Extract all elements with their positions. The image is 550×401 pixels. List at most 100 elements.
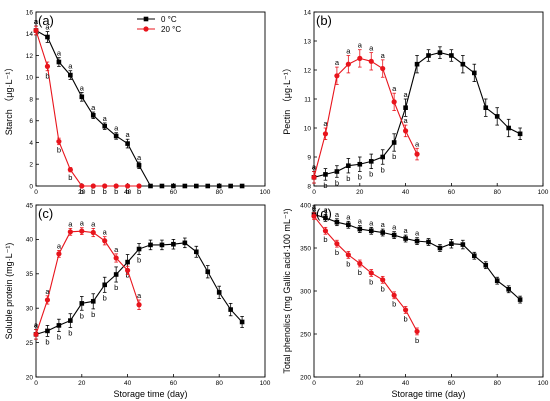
significance-letter: a	[137, 291, 142, 300]
significance-letter: a	[34, 321, 39, 330]
x-tick-label: 40	[402, 380, 410, 387]
x-tick-label: 40	[124, 380, 132, 387]
legend-marker	[143, 16, 149, 22]
data-point	[437, 245, 443, 251]
significance-letter: a	[103, 228, 108, 237]
x-tick-label: 20	[356, 380, 364, 387]
data-point	[113, 183, 119, 189]
data-point	[368, 159, 374, 164]
data-point	[205, 269, 211, 275]
y-tick-label: 6	[29, 118, 33, 125]
significance-letter: b	[57, 146, 61, 155]
data-point	[44, 63, 51, 69]
data-point	[346, 222, 351, 228]
significance-letter: a	[114, 124, 119, 133]
data-point	[380, 154, 385, 160]
data-point	[68, 72, 73, 78]
data-point	[33, 27, 39, 34]
data-point	[323, 172, 328, 177]
data-point	[136, 183, 142, 189]
data-point	[182, 240, 188, 246]
significance-letter: a	[346, 212, 351, 221]
data-point	[506, 286, 511, 292]
x-tick-label: 0	[312, 189, 316, 196]
significance-letter: a	[381, 51, 386, 60]
significance-letter: b	[68, 173, 72, 182]
y-tick-label: 4	[29, 140, 33, 147]
x-tick-label: 0	[34, 380, 38, 387]
y-axis-label: Pectin （μg·L⁻¹）	[282, 63, 292, 134]
data-point	[239, 319, 245, 325]
panel-letter: (a)	[38, 13, 54, 28]
significance-letter: b	[369, 277, 373, 286]
significance-letter: a	[323, 119, 328, 128]
significance-letter: b	[346, 174, 350, 183]
data-point	[345, 252, 351, 258]
y-tick-label: 9	[307, 154, 311, 161]
significance-letter: b	[358, 173, 362, 182]
data-point	[79, 301, 85, 306]
significance-letter: a	[68, 219, 73, 228]
data-point	[228, 183, 233, 189]
series-line	[313, 215, 418, 332]
y-tick-label: 2	[29, 162, 33, 169]
data-point	[391, 292, 397, 298]
data-point	[380, 65, 386, 72]
y-tick-label: 13	[304, 38, 312, 45]
data-point	[79, 94, 85, 100]
data-point	[426, 53, 431, 58]
data-point	[334, 219, 340, 225]
data-point	[90, 229, 96, 236]
data-point	[45, 328, 50, 334]
y-tick-label: 250	[300, 331, 311, 338]
significance-letter: a	[335, 210, 340, 219]
data-point	[449, 241, 454, 246]
significance-letter: b	[392, 152, 396, 161]
y-axis-label: Soluble protein (mg·L⁻¹)	[4, 243, 14, 340]
y-tick-label: 40	[26, 237, 34, 244]
data-point	[90, 183, 96, 189]
x-tick-label: 60	[170, 380, 178, 387]
data-point	[56, 251, 62, 257]
x-tick-label: 0	[34, 189, 38, 196]
significance-letter: a	[68, 62, 73, 71]
data-point	[228, 307, 233, 312]
data-point	[56, 138, 62, 145]
data-point	[56, 59, 62, 65]
data-point	[517, 297, 523, 302]
significance-letter: a	[91, 219, 96, 228]
significance-letter: b	[137, 256, 141, 265]
significance-letter: b	[381, 284, 385, 293]
significance-letter: a	[369, 218, 374, 227]
significance-letter: b	[358, 268, 362, 277]
significance-letter: b	[335, 248, 339, 257]
y-tick-label: 12	[26, 53, 34, 60]
x-tick-label: 80	[216, 189, 224, 196]
significance-letter: b	[323, 181, 327, 190]
data-point	[460, 61, 466, 67]
panel-letter: (d)	[316, 206, 332, 221]
data-point	[136, 302, 142, 308]
significance-letter: a	[358, 217, 363, 226]
significance-letter: b	[137, 187, 141, 196]
data-point	[159, 183, 165, 189]
significance-letter: b	[91, 187, 95, 196]
significance-letter: b	[45, 72, 49, 81]
data-point	[345, 61, 351, 67]
significance-letter: b	[404, 314, 408, 323]
y-tick-label: 350	[300, 245, 311, 252]
data-point	[506, 125, 511, 131]
significance-letter: b	[126, 271, 130, 280]
data-point	[239, 183, 245, 189]
significance-letter: a	[45, 23, 50, 32]
significance-letter: a	[369, 44, 374, 53]
significance-letter: a	[57, 49, 62, 58]
data-point	[125, 183, 131, 189]
y-tick-label: 25	[26, 340, 34, 347]
panel-4: 0 20 40 60 80 100 200 250 300 350 400 Total phenoli…	[282, 202, 549, 399]
data-point	[102, 123, 107, 129]
significance-letter: a	[404, 116, 409, 125]
